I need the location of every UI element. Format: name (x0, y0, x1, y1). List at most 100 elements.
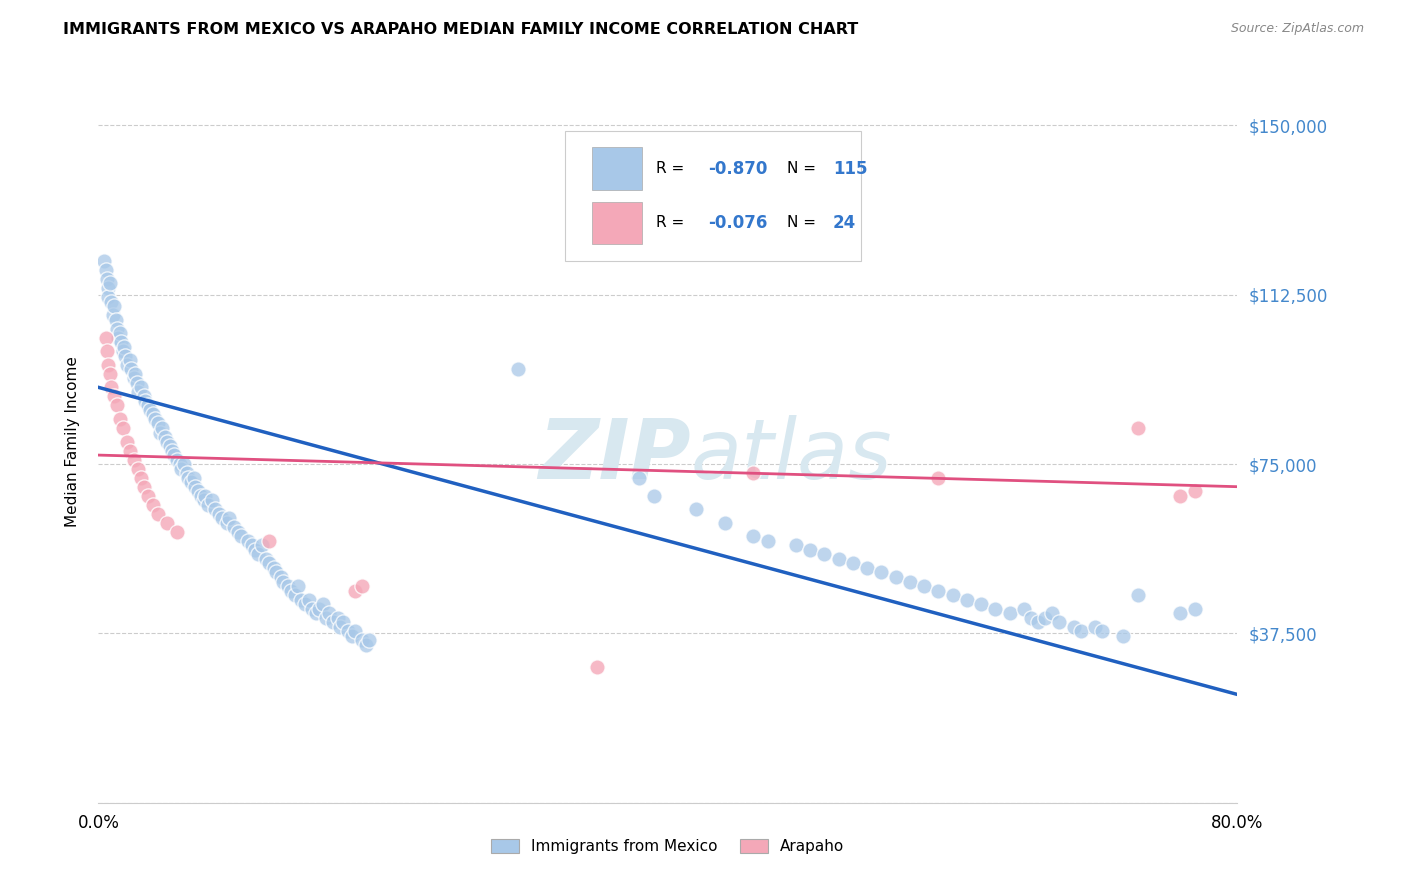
Point (856, 561, 879, 575)
Point (114, 349, 136, 363)
Point (166, 524, 188, 539)
Point (870, 566, 893, 580)
Point (1040, 606, 1063, 620)
Point (266, 566, 288, 580)
FancyBboxPatch shape (592, 147, 641, 190)
Point (204, 502, 226, 516)
Point (170, 461, 193, 475)
Point (104, 312, 127, 326)
Point (1091, 624, 1114, 639)
Point (155, 430, 177, 444)
Point (138, 403, 160, 417)
Point (98, 367, 121, 381)
Point (263, 561, 285, 575)
Point (742, 466, 765, 480)
Point (141, 408, 163, 422)
Point (162, 443, 184, 458)
Point (110, 335, 132, 350)
Point (120, 362, 142, 376)
Point (259, 533, 281, 548)
Point (1063, 620, 1085, 634)
Point (927, 470, 949, 484)
Point (984, 601, 1007, 615)
Point (103, 389, 125, 403)
Point (108, 326, 131, 340)
Text: R =: R = (657, 216, 689, 230)
Point (149, 425, 172, 440)
Point (122, 452, 145, 467)
Point (942, 588, 965, 602)
Point (290, 592, 312, 607)
Point (236, 533, 259, 548)
Point (107, 331, 129, 345)
Point (152, 421, 174, 435)
Point (799, 542, 821, 557)
Point (211, 511, 233, 525)
FancyBboxPatch shape (592, 202, 641, 244)
Point (125, 376, 148, 390)
Point (194, 489, 217, 503)
Point (105, 321, 128, 335)
Point (350, 633, 373, 648)
Point (103, 299, 125, 313)
Text: N =: N = (787, 216, 821, 230)
Point (340, 629, 363, 643)
Text: -0.076: -0.076 (707, 214, 768, 232)
Point (508, 362, 530, 376)
Point (927, 583, 949, 598)
Point (108, 412, 131, 426)
Point (96, 344, 118, 359)
Point (742, 529, 765, 543)
Text: atlas: atlas (690, 416, 893, 497)
Point (842, 557, 865, 571)
Point (312, 597, 335, 611)
Point (329, 620, 352, 634)
Point (343, 583, 366, 598)
Point (148, 417, 170, 431)
Point (136, 489, 159, 503)
Point (326, 610, 349, 624)
Point (118, 353, 141, 368)
Point (828, 552, 851, 566)
Point (141, 498, 163, 512)
Point (97, 358, 120, 372)
Point (148, 507, 170, 521)
Point (156, 434, 179, 449)
Point (343, 624, 366, 639)
Point (173, 457, 195, 471)
Point (118, 443, 141, 458)
Point (259, 557, 281, 571)
Text: N =: N = (787, 161, 821, 177)
Point (298, 592, 321, 607)
Point (1033, 610, 1056, 624)
Point (336, 624, 359, 639)
Point (215, 516, 238, 530)
Text: -0.870: -0.870 (707, 160, 768, 178)
Point (145, 412, 167, 426)
Text: IMMIGRANTS FROM MEXICO VS ARAPAHO MEDIAN FAMILY INCOME CORRELATION CHART: IMMIGRANTS FROM MEXICO VS ARAPAHO MEDIAN… (63, 22, 859, 37)
Point (94, 331, 117, 345)
Point (1012, 601, 1035, 615)
Point (322, 615, 344, 630)
Text: 115: 115 (832, 160, 868, 178)
Point (124, 367, 146, 381)
Point (190, 489, 212, 503)
Point (187, 484, 209, 499)
Point (956, 592, 979, 607)
Point (129, 380, 152, 394)
Point (1126, 421, 1149, 435)
Point (1184, 601, 1206, 615)
Point (193, 493, 215, 508)
Point (785, 538, 807, 552)
Point (105, 398, 128, 412)
Point (246, 548, 269, 562)
Point (1084, 620, 1107, 634)
Point (197, 498, 219, 512)
Point (243, 542, 266, 557)
Point (201, 493, 224, 508)
Point (284, 588, 307, 602)
Point (101, 308, 124, 322)
Point (226, 524, 249, 539)
Point (998, 606, 1021, 620)
Point (1170, 489, 1192, 503)
